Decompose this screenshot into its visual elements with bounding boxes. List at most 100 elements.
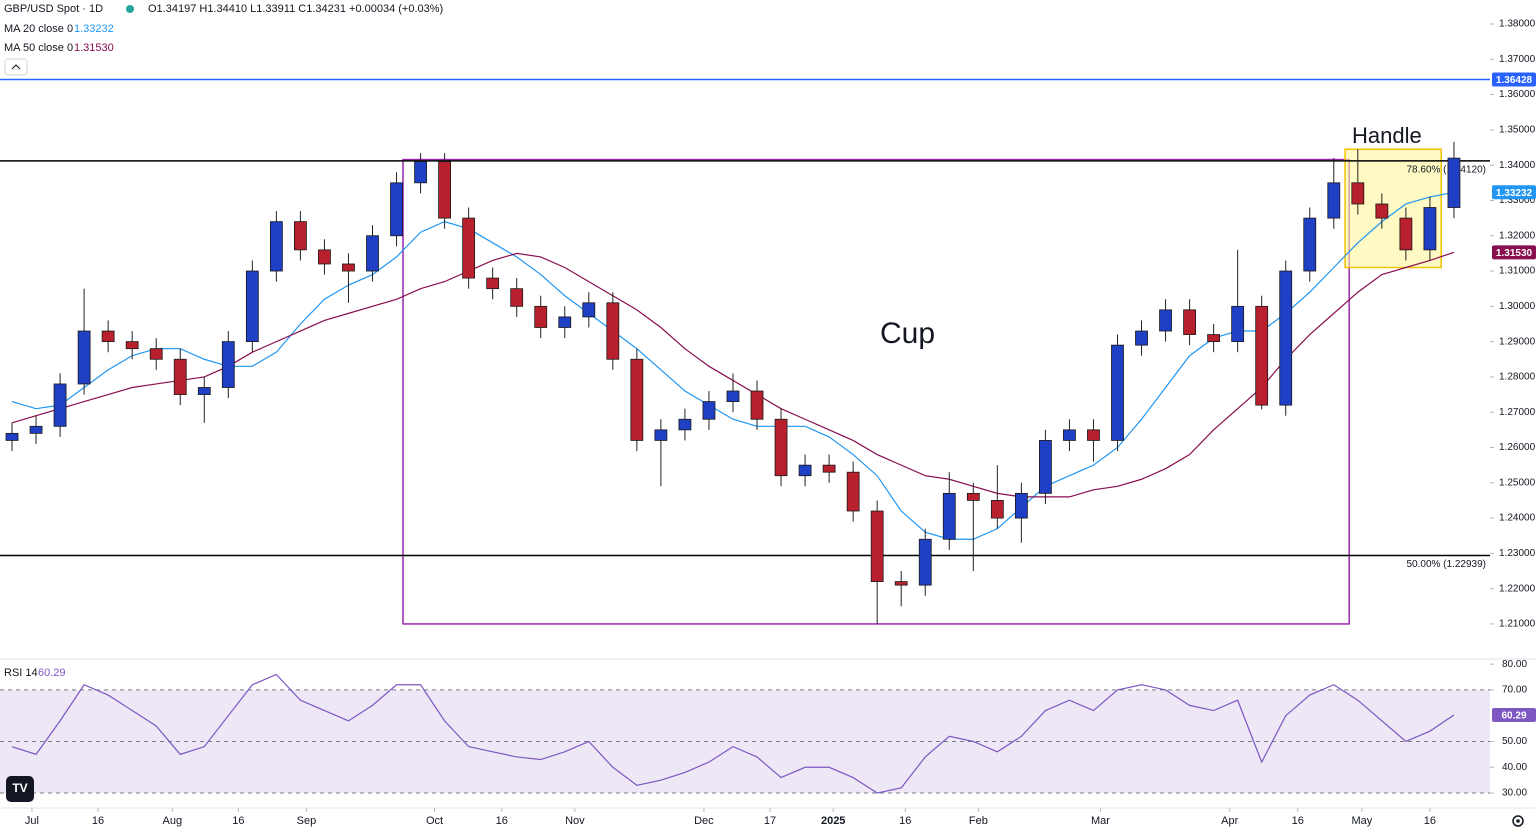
- ma50-value: 1.31530: [74, 42, 114, 54]
- level-label: 50.00% (1.22939): [1406, 559, 1486, 570]
- y-tick-label: 1.36000: [1499, 89, 1536, 100]
- rsi-label[interactable]: RSI 14: [4, 667, 38, 679]
- candle-body: [1303, 217, 1317, 272]
- candle-body: [1279, 270, 1293, 406]
- candle-body: [318, 249, 331, 265]
- candle-body: [197, 387, 211, 395]
- level-badge-label: 1.36428: [1496, 75, 1533, 86]
- y-tick-label: 1.22000: [1499, 583, 1536, 594]
- candle-body: [918, 538, 932, 586]
- candle-body: [534, 305, 548, 328]
- candle-body: [990, 500, 1004, 519]
- x-tick-label: May: [1352, 815, 1373, 827]
- candle-body: [269, 221, 283, 272]
- candle-body: [1423, 207, 1437, 251]
- x-tick-label: 16: [1424, 815, 1436, 827]
- svg-text:TV: TV: [12, 781, 27, 795]
- x-tick-label: Jul: [25, 815, 39, 827]
- candle-body: [1014, 492, 1028, 519]
- x-tick-label: 16: [232, 815, 244, 827]
- candle-body: [1327, 182, 1341, 219]
- ma-badge: [1492, 185, 1536, 200]
- level-label: 78.60% (1.34120): [1406, 165, 1486, 176]
- candle-body: [342, 263, 355, 272]
- y-tick-label: 1.27000: [1499, 407, 1536, 418]
- candle-body: [726, 390, 740, 403]
- candle-body: [1351, 182, 1365, 205]
- y-tick-label: 1.21000: [1499, 619, 1536, 630]
- x-tick-label: Sep: [297, 815, 317, 827]
- x-tick-label: Oct: [426, 815, 443, 827]
- rsi-badge-label: 60.29: [1501, 711, 1526, 722]
- y-tick-label: 1.30000: [1499, 301, 1536, 312]
- ma-badge: [1492, 245, 1536, 260]
- candle-body: [366, 235, 379, 272]
- x-tick-label: 2025: [821, 815, 845, 827]
- ma-badge-label: 1.31530: [1496, 248, 1533, 259]
- candle-body: [149, 348, 163, 360]
- candle-body: [750, 390, 764, 420]
- candle-body: [1231, 305, 1245, 343]
- x-tick-label: 16: [1292, 815, 1304, 827]
- rsi-value: 60.29: [38, 667, 66, 679]
- candle-body: [654, 429, 668, 441]
- y-tick-label: 1.31000: [1499, 266, 1536, 277]
- y-tick-label: 1.28000: [1499, 372, 1536, 383]
- ma-badge-label: 1.33232: [1496, 188, 1533, 199]
- candle-body: [221, 341, 235, 388]
- candle-body: [77, 330, 91, 385]
- y-tick-label: 1.24000: [1499, 513, 1536, 524]
- candle-body: [1207, 334, 1221, 343]
- pattern-box: [402, 158, 1350, 625]
- candle-body: [582, 302, 596, 318]
- candle-body: [678, 418, 692, 431]
- rsi-y-tick-label: 70.00: [1502, 685, 1527, 696]
- candle-body: [894, 581, 908, 586]
- candle-body: [294, 221, 307, 251]
- x-tick-label: 16: [496, 815, 508, 827]
- symbol[interactable]: GBP/USD Spot · 1D: [4, 3, 103, 15]
- rsi-line: [11, 673, 1455, 794]
- candle-body: [1375, 203, 1389, 219]
- rsi-y-tick-label: 80.00: [1502, 659, 1527, 670]
- ohlc-values: O1.34197 H1.34410 L1.33911 C1.34231 +0.0…: [148, 3, 443, 15]
- candle-body: [1447, 157, 1461, 208]
- candle-body: [822, 464, 836, 473]
- candle-body: [101, 330, 115, 343]
- candle-body: [53, 383, 67, 427]
- handle-annotation: Handle: [1352, 123, 1422, 148]
- y-tick-label: 1.29000: [1499, 336, 1536, 347]
- x-tick-label: 16: [92, 815, 104, 827]
- ma50-label[interactable]: MA 50 close 0: [4, 42, 73, 54]
- candle-body: [1159, 309, 1172, 332]
- y-tick-label: 1.37000: [1499, 54, 1536, 65]
- candle-body: [486, 277, 500, 290]
- y-tick-label: 1.33000: [1499, 195, 1536, 206]
- x-tick-label: Feb: [969, 815, 988, 827]
- candle-body: [630, 358, 644, 441]
- price-pane: 1.36428 78.60% (1.34120) 50.00% (1.22939) 1…: [0, 19, 1536, 827]
- ma20-label[interactable]: MA 20 close 0: [4, 23, 73, 35]
- tradingview-logo[interactable]: TV: [6, 776, 34, 802]
- x-tick-label: 17: [764, 815, 776, 827]
- rsi-y-tick-label: 40.00: [1502, 762, 1527, 773]
- candle-body: [870, 510, 884, 582]
- candle-body: [390, 182, 403, 237]
- candle-body: [1255, 305, 1269, 406]
- x-tick-label: Aug: [163, 815, 183, 827]
- candle-body: [1183, 309, 1196, 335]
- candle-body: [1063, 429, 1076, 441]
- y-tick-label: 1.34000: [1499, 160, 1536, 171]
- ma20-value: 1.33232: [74, 23, 114, 35]
- candle-body: [1399, 217, 1413, 251]
- market-status[interactable]: [126, 5, 134, 13]
- candle-body: [462, 217, 476, 279]
- candle-body: [1111, 344, 1124, 441]
- candle-body: [798, 464, 812, 477]
- candle-body: [29, 425, 43, 434]
- settings-button[interactable]: [1512, 815, 1524, 827]
- x-tick-label: Dec: [694, 815, 714, 827]
- collapse-button[interactable]: [4, 58, 28, 76]
- y-tick-label: 1.23000: [1499, 548, 1536, 559]
- x-tick-label: Nov: [565, 815, 585, 827]
